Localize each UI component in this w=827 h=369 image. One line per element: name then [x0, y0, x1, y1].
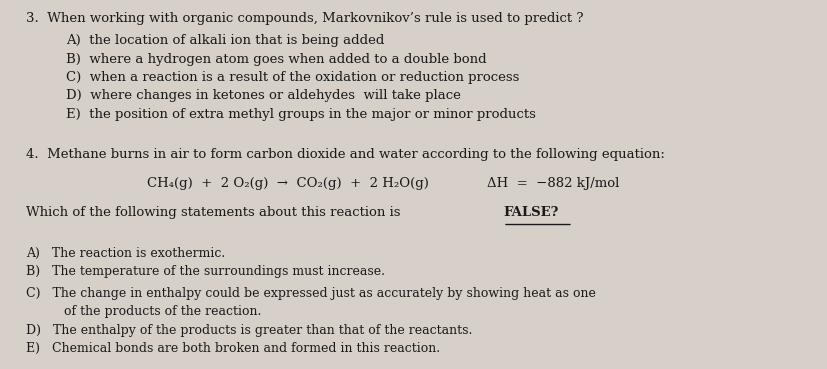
Text: B)   The temperature of the surroundings must increase.: B) The temperature of the surroundings m…	[26, 265, 385, 278]
Text: ΔH  =  −882 kJ/mol: ΔH = −882 kJ/mol	[486, 177, 619, 190]
Text: FALSE?: FALSE?	[503, 207, 557, 220]
Text: E)   Chemical bonds are both broken and formed in this reaction.: E) Chemical bonds are both broken and fo…	[26, 342, 439, 355]
Text: 4.  Methane burns in air to form carbon dioxide and water according to the follo: 4. Methane burns in air to form carbon d…	[26, 148, 664, 161]
Text: C)   The change in enthalpy could be expressed just as accurately by showing hea: C) The change in enthalpy could be expre…	[26, 287, 595, 300]
Text: B)  where a hydrogen atom goes when added to a double bond: B) where a hydrogen atom goes when added…	[66, 53, 486, 66]
Text: A)   The reaction is exothermic.: A) The reaction is exothermic.	[26, 247, 225, 260]
Text: C)  when a reaction is a result of the oxidation or reduction process: C) when a reaction is a result of the ox…	[66, 71, 519, 84]
Text: A)  the location of alkali ion that is being added: A) the location of alkali ion that is be…	[66, 34, 384, 47]
Text: 3.  When working with organic compounds, Markovnikov’s rule is used to predict ?: 3. When working with organic compounds, …	[26, 13, 582, 25]
Text: of the products of the reaction.: of the products of the reaction.	[65, 306, 261, 318]
Text: Which of the following statements about this reaction is: Which of the following statements about …	[26, 207, 404, 220]
Text: D)  where changes in ketones or aldehydes  will take place: D) where changes in ketones or aldehydes…	[66, 89, 461, 102]
Text: CH₄(g)  +  2 O₂(g)  →  CO₂(g)  +  2 H₂O(g): CH₄(g) + 2 O₂(g) → CO₂(g) + 2 H₂O(g)	[147, 177, 428, 190]
Text: D)   The enthalpy of the products is greater than that of the reactants.: D) The enthalpy of the products is great…	[26, 324, 471, 337]
Text: E)  the position of extra methyl groups in the major or minor products: E) the position of extra methyl groups i…	[66, 108, 535, 121]
